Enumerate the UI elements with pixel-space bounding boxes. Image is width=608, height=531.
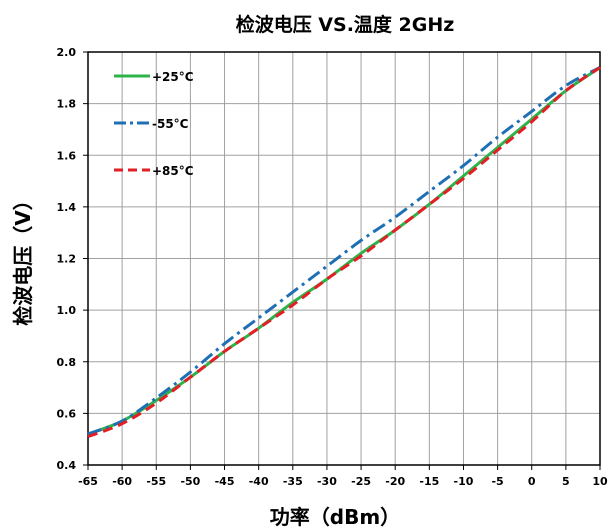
legend: +25°C -55°C +85°C	[114, 70, 194, 178]
x-tick-label: -5	[491, 475, 503, 488]
y-tick-label: 0.4	[57, 459, 77, 472]
x-tick-label: -15	[419, 475, 439, 488]
chart-title: 检波电压 VS.温度 2GHz	[236, 13, 455, 36]
y-tick-label: 2.0	[57, 46, 77, 59]
x-tick-label: -60	[112, 475, 132, 488]
x-tick-label: 10	[592, 475, 608, 488]
series-line-2	[87, 66, 601, 439]
legend-label-2: +85°C	[152, 164, 194, 178]
y-tick-label: 1.0	[57, 304, 77, 317]
x-tick-label: -45	[215, 475, 235, 488]
x-tick-label: -65	[78, 475, 98, 488]
x-tick-label: -35	[283, 475, 303, 488]
x-tick-label: -55	[146, 475, 166, 488]
series-group	[87, 66, 601, 439]
legend-label-0: +25°C	[152, 70, 194, 84]
x-tick-label: -10	[454, 475, 474, 488]
y-tick-label: 1.2	[57, 253, 77, 266]
y-tick-label: 1.8	[57, 98, 77, 111]
grid	[88, 52, 600, 465]
x-tick-label: -50	[180, 475, 200, 488]
y-tick-label: 0.6	[57, 407, 77, 420]
x-tick-label: 0	[528, 475, 536, 488]
x-tick-label: 5	[562, 475, 570, 488]
y-tick-label: 1.4	[57, 201, 77, 214]
x-tick-label: -20	[385, 475, 405, 488]
x-tick-label: -40	[249, 475, 269, 488]
x-axis-title: 功率（dBm）	[270, 505, 400, 529]
y-tick-label: 0.8	[57, 356, 77, 369]
legend-label-1: -55°C	[152, 117, 189, 131]
ticks: -65 -60 -55 -50 -45 -40 -35 -30 -25 -20 -15 -10 -5 0 5…	[57, 46, 608, 488]
x-tick-label: -25	[351, 475, 371, 488]
x-tick-label: -30	[317, 475, 337, 488]
y-tick-label: 1.6	[57, 149, 77, 162]
y-axis-title: 检波电压（V）	[11, 190, 35, 325]
